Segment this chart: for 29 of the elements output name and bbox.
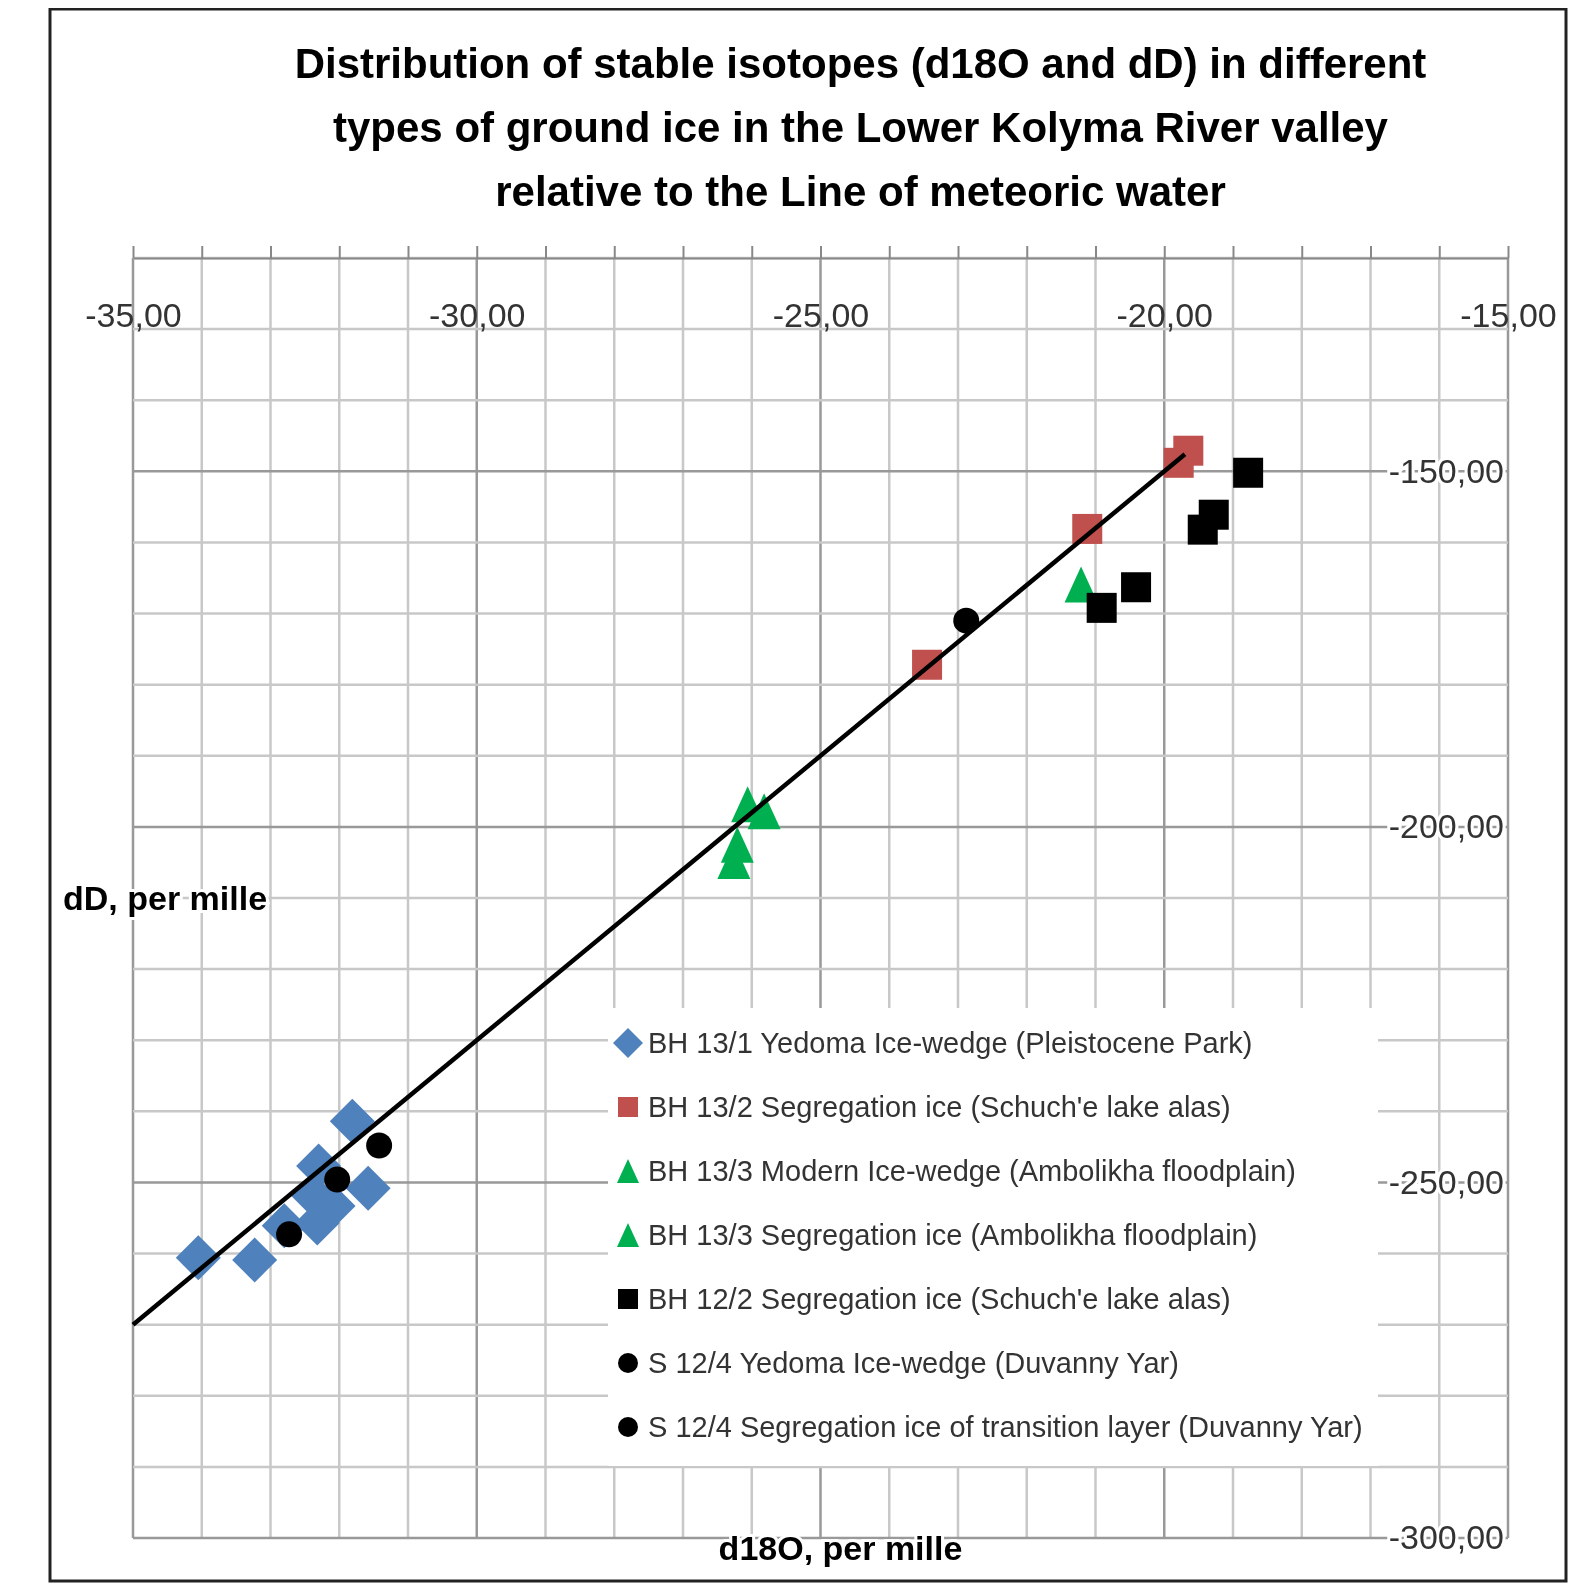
x-tick-label: -30,00 <box>429 296 526 335</box>
legend-label: S 12/4 Segregation ice of transition layer (Duvanny Yar) <box>648 1411 1363 1443</box>
point <box>345 1165 391 1211</box>
point <box>366 1132 393 1159</box>
legend-label: BH 12/2 Segregation ice (Schuch'e lake alas) <box>648 1283 1231 1315</box>
legend-label: BH 13/1 Yedoma Ice-wedge (Pleistocene Park) <box>648 1027 1253 1059</box>
chart-title: Distribution of stable isotopes (d18O and dD) in different types of ground ice in the Lower Kolyma River valley relative to the Line of meteoric water <box>294 40 1427 215</box>
point <box>1187 514 1218 545</box>
y-tick-label: -250,00 <box>1388 1162 1504 1201</box>
point <box>1086 592 1117 623</box>
y-axis-title: dD, per mille <box>63 879 268 917</box>
x-tick-label: -15,00 <box>1460 296 1557 335</box>
point <box>324 1166 351 1193</box>
point <box>953 607 980 634</box>
x-tick-label: -35,00 <box>85 296 182 335</box>
point <box>1233 457 1264 488</box>
point <box>232 1237 278 1283</box>
point <box>1121 572 1152 603</box>
y-tick-label: -300,00 <box>1388 1518 1504 1557</box>
x-axis-title: d18O, per mille <box>718 1529 963 1567</box>
point <box>329 1098 375 1144</box>
x-tick-label: -25,00 <box>772 296 870 335</box>
legend-label: BH 13/2 Segregation ice (Schuch'e lake alas) <box>648 1091 1231 1123</box>
legend-label: BH 13/3 Modern Ice-wedge (Ambolikha floodplain) <box>648 1155 1297 1187</box>
y-tick-label: -200,00 <box>1388 807 1504 846</box>
x-tick-label: -20,00 <box>1116 296 1213 335</box>
legend-label: S 12/4 Yedoma Ice-wedge (Duvanny Yar) <box>648 1347 1179 1379</box>
y-tick-label: -150,00 <box>1388 451 1504 490</box>
legend-label: BH 13/3 Segregation ice (Ambolikha floodplain) <box>648 1219 1258 1251</box>
